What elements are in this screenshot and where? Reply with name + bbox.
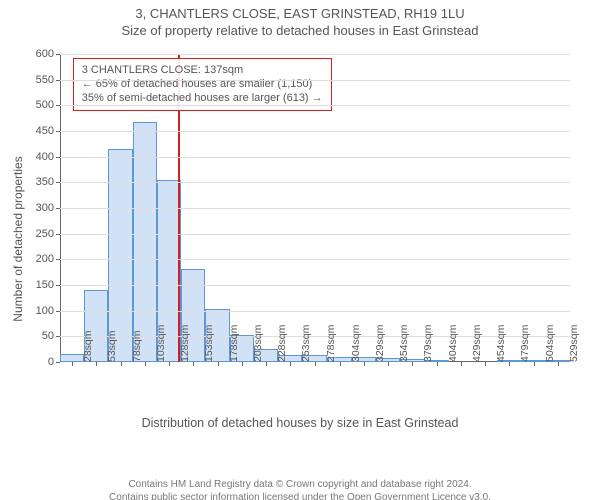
x-tick-label: 429sqm (465, 325, 483, 362)
x-tick-mark (534, 362, 535, 366)
x-tick-label: 278sqm (319, 325, 337, 362)
y-tick-label: 600 (36, 48, 60, 60)
x-axis-label: Distribution of detached houses by size … (0, 416, 600, 430)
x-tick-mark (169, 362, 170, 366)
x-tick-mark (461, 362, 462, 366)
footer-line-1: Contains HM Land Registry data © Crown c… (0, 479, 600, 492)
x-tick-mark (96, 362, 97, 366)
x-tick-mark (437, 362, 438, 366)
y-tick-label: 100 (36, 305, 60, 317)
grid-line (60, 105, 570, 106)
x-tick-mark (340, 362, 341, 366)
y-tick-label: 300 (36, 202, 60, 214)
x-tick-label: 504sqm (538, 325, 556, 362)
grid-line (60, 259, 570, 260)
y-tick-label: 550 (36, 74, 60, 86)
x-tick-mark (121, 362, 122, 366)
plot: 3 CHANTLERS CLOSE: 137sqm ← 65% of detac… (60, 54, 570, 362)
x-tick-label: 454sqm (489, 325, 507, 362)
x-tick-label: 53sqm (100, 330, 118, 362)
x-tick-label: 128sqm (173, 325, 191, 362)
x-tick-label: 379sqm (416, 325, 434, 362)
infobox-line-1: 3 CHANTLERS CLOSE: 137sqm (82, 63, 323, 77)
x-tick-mark (315, 362, 316, 366)
x-tick-mark (290, 362, 291, 366)
grid-line (60, 234, 570, 235)
y-tick-label: 350 (36, 176, 60, 188)
x-tick-label: 253sqm (294, 325, 312, 362)
x-tick-mark (218, 362, 219, 366)
x-tick-label: 479sqm (513, 325, 531, 362)
x-tick-label: 28sqm (76, 330, 94, 362)
y-tick-label: 250 (36, 228, 60, 240)
infobox-line-3: 35% of semi-detached houses are larger (… (82, 91, 323, 105)
x-tick-mark (364, 362, 365, 366)
x-tick-mark (193, 362, 194, 366)
x-tick-label: 153sqm (197, 325, 215, 362)
grid-line (60, 182, 570, 183)
grid-line (60, 131, 570, 132)
chart-title-address: 3, CHANTLERS CLOSE, EAST GRINSTEAD, RH19… (0, 6, 600, 21)
x-tick-label: 329sqm (368, 325, 386, 362)
info-callout: 3 CHANTLERS CLOSE: 137sqm ← 65% of detac… (73, 58, 332, 111)
chart-title-desc: Size of property relative to detached ho… (0, 23, 600, 38)
x-tick-label: 178sqm (222, 325, 240, 362)
x-tick-mark (485, 362, 486, 366)
page: 3, CHANTLERS CLOSE, EAST GRINSTEAD, RH19… (0, 6, 600, 500)
chart-area: Number of detached properties 3 CHANTLER… (0, 44, 600, 434)
y-tick-label: 0 (48, 356, 60, 368)
y-axis-label: Number of detached properties (11, 156, 25, 321)
y-tick-label: 450 (36, 125, 60, 137)
x-tick-mark (266, 362, 267, 366)
footer-line-2: Contains public sector information licen… (0, 492, 600, 500)
grid-line (60, 54, 570, 55)
y-tick-label: 500 (36, 99, 60, 111)
y-tick-label: 50 (42, 330, 60, 342)
x-tick-label: 354sqm (392, 325, 410, 362)
x-tick-label: 404sqm (441, 325, 459, 362)
x-tick-mark (509, 362, 510, 366)
x-tick-label: 78sqm (125, 330, 143, 362)
x-tick-mark (72, 362, 73, 366)
x-tick-label: 203sqm (246, 325, 264, 362)
x-tick-label: 304sqm (344, 325, 362, 362)
y-tick-label: 200 (36, 253, 60, 265)
x-tick-mark (145, 362, 146, 366)
x-tick-mark (558, 362, 559, 366)
x-tick-mark (242, 362, 243, 366)
x-tick-label: 529sqm (562, 325, 580, 362)
grid-line (60, 285, 570, 286)
grid-line (60, 80, 570, 81)
y-tick-label: 400 (36, 151, 60, 163)
grid-line (60, 157, 570, 158)
x-tick-label: 103sqm (149, 325, 167, 362)
x-tick-label: 228sqm (270, 325, 288, 362)
y-tick-label: 150 (36, 279, 60, 291)
x-tick-mark (412, 362, 413, 366)
x-tick-mark (388, 362, 389, 366)
grid-line (60, 311, 570, 312)
grid-line (60, 208, 570, 209)
attribution-footer: Contains HM Land Registry data © Crown c… (0, 479, 600, 500)
